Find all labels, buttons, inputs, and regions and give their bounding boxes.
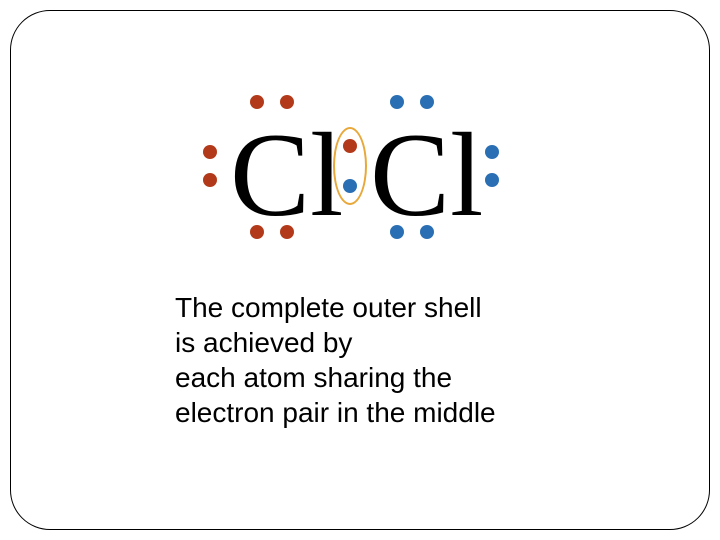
- electron-dot: [420, 95, 434, 109]
- electron-dot: [485, 173, 499, 187]
- electron-dot: [203, 173, 217, 187]
- atom-label-right: Cl: [370, 115, 483, 235]
- electron-dot: [343, 179, 357, 193]
- electron-dot: [250, 95, 264, 109]
- atom-label-left: Cl: [230, 115, 343, 235]
- caption-text: The complete outer shell is achieved by …: [175, 290, 496, 430]
- caption-line-4: electron pair in the middle: [175, 397, 496, 428]
- caption-line-1: The complete outer shell: [175, 292, 482, 323]
- caption-line-3: each atom sharing the: [175, 362, 452, 393]
- electron-dot: [390, 225, 404, 239]
- electron-dot: [280, 95, 294, 109]
- electron-dot: [280, 225, 294, 239]
- electron-dot: [343, 139, 357, 153]
- electron-dot: [485, 145, 499, 159]
- caption-line-2: is achieved by: [175, 327, 352, 358]
- electron-dot: [390, 95, 404, 109]
- electron-dot: [250, 225, 264, 239]
- slide-frame: [10, 10, 710, 530]
- electron-dot: [420, 225, 434, 239]
- electron-dot: [203, 145, 217, 159]
- lewis-diagram: Cl Cl: [195, 95, 525, 260]
